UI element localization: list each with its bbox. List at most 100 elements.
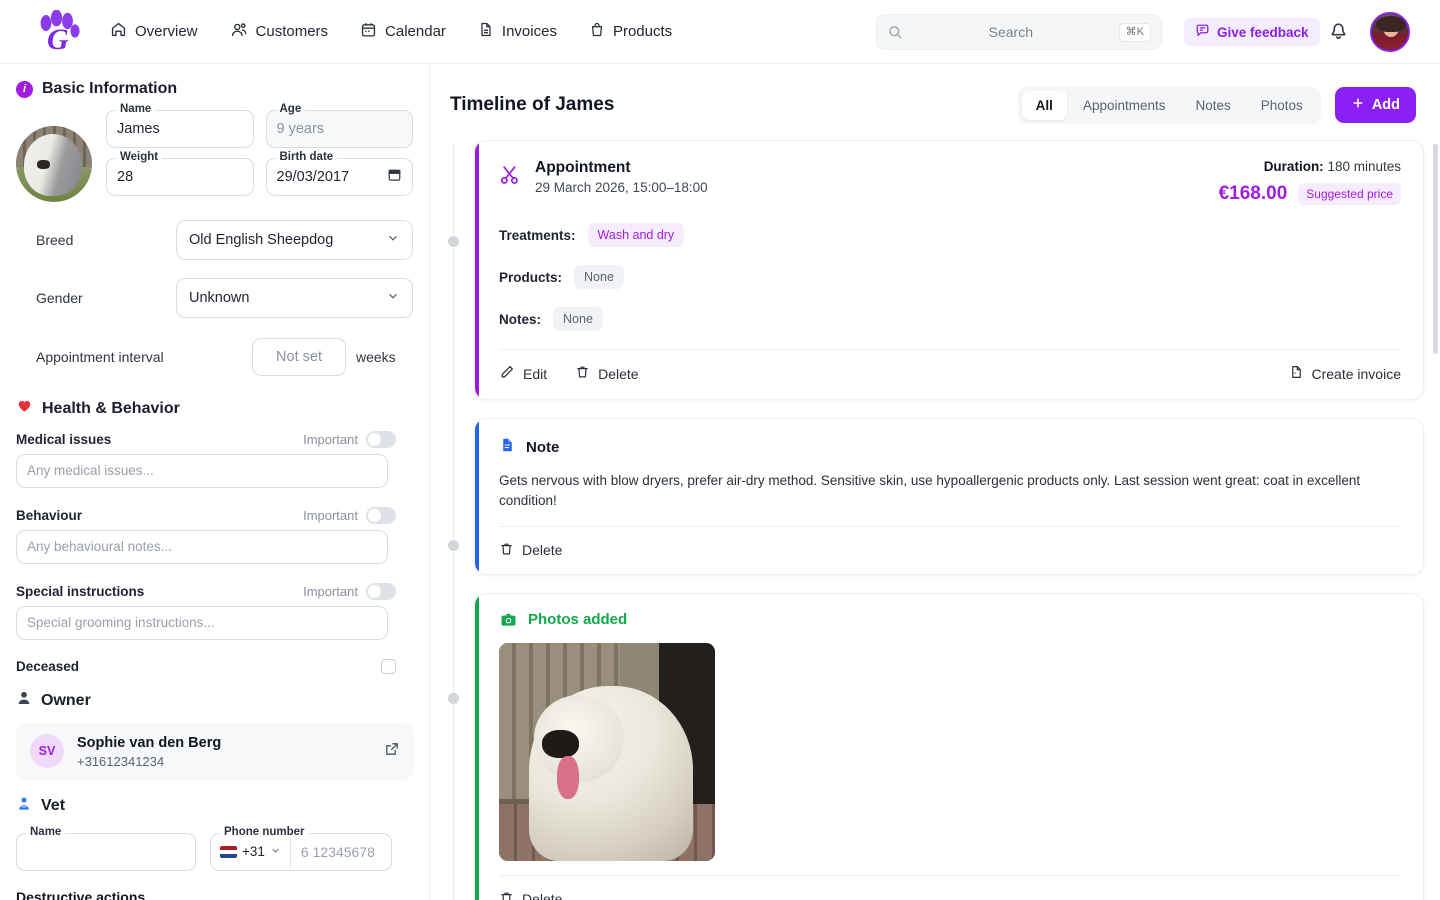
special-instructions-important-toggle[interactable] (366, 583, 396, 600)
owner-heading: Owner (16, 690, 413, 711)
products-row: Products: None (499, 265, 1401, 289)
nav-item-invoices[interactable]: Invoices (476, 15, 559, 48)
delete-button[interactable]: Delete (575, 364, 639, 383)
treatment-chip[interactable]: Wash and dry (587, 223, 685, 247)
edit-button[interactable]: Edit (499, 364, 547, 383)
delete-label: Delete (598, 365, 639, 382)
behaviour-important-toggle[interactable] (366, 507, 396, 524)
external-link-icon[interactable] (384, 741, 400, 762)
nav-label: Customers (255, 23, 329, 40)
vet-phone-label: Phone number (220, 825, 309, 838)
event-type-label: Note (526, 439, 560, 456)
owner-card[interactable]: SV Sophie van den Berg +31612341234 (16, 723, 414, 780)
search-icon (887, 24, 903, 40)
timeline-card-photos[interactable]: Photos added Delete (474, 592, 1424, 900)
nav-item-overview[interactable]: Overview (108, 15, 200, 48)
nav-label: Invoices (501, 23, 557, 40)
vet-phone-field[interactable]: Phone number +31 (210, 825, 429, 871)
breed-select[interactable]: Old English Sheepdog (176, 220, 413, 260)
create-invoice-button[interactable]: Create invoice (1289, 364, 1401, 383)
tab-notes[interactable]: Notes (1195, 97, 1231, 113)
treatments-label: Treatments: (499, 227, 576, 243)
paw-logo-icon[interactable]: G (30, 8, 86, 56)
country-code-select[interactable]: +31 (211, 833, 291, 870)
basic-fields: Name Age 9 years Weight Birth date (106, 103, 413, 196)
page-body: i Basic Information Name Age 9 years Wei… (0, 64, 1440, 900)
breed-label: Breed (36, 232, 74, 248)
behaviour-textarea[interactable] (16, 530, 388, 564)
add-button[interactable]: Add (1334, 87, 1416, 123)
duration-row: Duration: 180 minutes (1219, 159, 1401, 174)
avatar[interactable] (1370, 12, 1410, 52)
search-input[interactable] (903, 24, 1119, 40)
tab-appointments[interactable]: Appointments (1082, 97, 1166, 113)
weight-field[interactable]: Weight (106, 151, 254, 196)
vet-name-input[interactable] (27, 843, 185, 860)
birth-date-input[interactable] (276, 169, 387, 185)
timeline-card-appointment[interactable]: Appointment 29 March 2026, 15:00–18:00 D… (474, 140, 1424, 400)
camera-icon (499, 611, 518, 629)
info-icon: i (16, 80, 33, 98)
delete-button[interactable]: Delete (499, 541, 562, 560)
scrollbar-thumb[interactable] (1433, 144, 1438, 354)
name-input[interactable] (117, 121, 243, 137)
special-instructions-block: Special instructions Important (16, 583, 413, 645)
heart-icon (16, 398, 33, 419)
section-title: Owner (41, 691, 91, 709)
bell-icon[interactable] (1328, 20, 1349, 46)
vet-fields: Name Phone number +31 (16, 825, 429, 871)
chevron-down-icon (270, 843, 281, 861)
birth-date-field[interactable]: Birth date (265, 151, 413, 196)
trash-icon (499, 890, 514, 900)
weight-input[interactable] (117, 169, 243, 185)
gender-value: Unknown (189, 290, 250, 306)
timeline-panel: Timeline of James All Appointments Notes… (430, 64, 1440, 900)
timeline-card-note[interactable]: Note Gets nervous with blow dryers, pref… (474, 418, 1424, 575)
nav-label: Overview (135, 23, 198, 40)
give-feedback-button[interactable]: Give feedback (1184, 18, 1320, 46)
tab-photos[interactable]: Photos (1260, 97, 1303, 113)
tab-all[interactable]: All (1021, 90, 1067, 120)
owner-name: Sophie van den Berg (77, 735, 222, 751)
vet-phone-input[interactable] (290, 843, 429, 860)
behaviour-label: Behaviour (16, 508, 83, 523)
timeline-photo[interactable] (499, 642, 715, 861)
plus-icon (1351, 96, 1365, 114)
pet-photo[interactable] (16, 126, 92, 202)
event-type-label: Photos added (528, 611, 628, 628)
medical-issues-textarea[interactable] (16, 454, 388, 488)
destructive-actions: Destructive actions This action is not r… (16, 889, 413, 900)
deceased-checkbox[interactable] (381, 659, 396, 674)
card-accent-stripe (475, 419, 479, 574)
delete-label: Delete (522, 542, 563, 558)
vet-name-field[interactable]: Name (16, 825, 196, 871)
search-box[interactable]: ⌘K (876, 14, 1162, 50)
nav-item-products[interactable]: Products (587, 15, 674, 48)
appointment-interval-label: Appointment interval (36, 349, 164, 365)
card-accent-stripe (475, 593, 479, 900)
duration-value: 180 minutes (1327, 159, 1401, 174)
feedback-label: Give feedback (1217, 24, 1309, 40)
pencil-icon (499, 364, 515, 383)
basic-information-row: Name Age 9 years Weight Birth date (16, 103, 413, 202)
notes-label: Notes: (499, 311, 542, 327)
calendar-icon[interactable] (387, 167, 402, 187)
nav-item-customers[interactable]: Customers (228, 15, 331, 48)
appointment-interval-input[interactable]: Not set (252, 338, 346, 376)
timeline-line (453, 144, 454, 900)
notes-row: Notes: None (499, 307, 1401, 331)
card-divider (499, 874, 1401, 876)
card-accent-stripe (475, 141, 479, 399)
delete-button[interactable]: Delete (499, 890, 562, 900)
medical-issues-important-toggle[interactable] (366, 431, 396, 448)
nav-item-calendar[interactable]: Calendar (358, 15, 448, 48)
gender-label: Gender (36, 290, 83, 306)
trash-icon (499, 541, 514, 560)
card-divider (499, 525, 1401, 527)
event-type-label: Appointment (535, 159, 631, 176)
gender-select[interactable]: Unknown (176, 278, 413, 318)
birth-date-label: Birth date (275, 151, 338, 163)
add-label: Add (1371, 97, 1400, 113)
special-instructions-textarea[interactable] (16, 606, 388, 640)
name-field[interactable]: Name (106, 103, 254, 148)
